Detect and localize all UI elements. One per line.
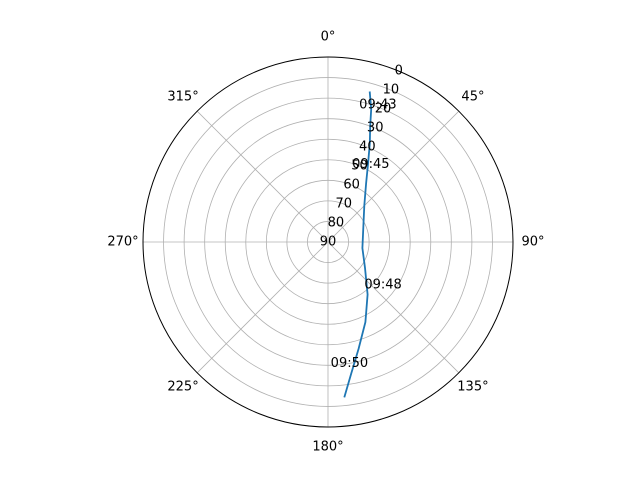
annotations: 09:43 09:45 09:48 09:50	[331, 97, 402, 371]
r-tick-label: 20	[375, 102, 392, 117]
r-tick-label: 80	[328, 216, 345, 231]
r-tick-label: 30	[367, 121, 384, 136]
r-tick-label: 10	[383, 83, 400, 98]
grid	[143, 57, 513, 427]
grid-spoke	[196, 241, 329, 374]
grid-spoke	[196, 110, 329, 243]
r-tick-label: 90	[320, 235, 337, 250]
time-label: 09:43	[359, 97, 396, 112]
r-tick-label: 60	[343, 178, 360, 193]
r-tick-label: 70	[335, 197, 352, 212]
series-layer	[343, 91, 373, 398]
r-tick-label: 50	[351, 159, 368, 174]
theta-tick-label: 315°	[167, 90, 198, 105]
theta-tick-label: 225°	[167, 379, 198, 394]
theta-tick-label: 45°	[461, 90, 484, 105]
theta-tick-label: 90°	[521, 235, 544, 250]
theta-tick-label: 0°	[321, 30, 336, 45]
time-label: 09:48	[364, 278, 401, 293]
polar-frame	[142, 56, 514, 428]
time-label: 09:50	[331, 356, 368, 371]
series-line	[343, 91, 373, 398]
grid-spoke	[327, 241, 460, 374]
theta-tick-labels: 0° 45° 90° 135° 180° 225° 270° 315°	[107, 30, 544, 455]
theta-tick-label: 180°	[312, 440, 343, 455]
theta-tick-label: 270°	[107, 235, 138, 250]
r-tick-label: 40	[359, 140, 376, 155]
grid-spoke	[327, 110, 460, 243]
time-label: 09:45	[352, 157, 389, 172]
theta-tick-label: 135°	[457, 379, 488, 394]
